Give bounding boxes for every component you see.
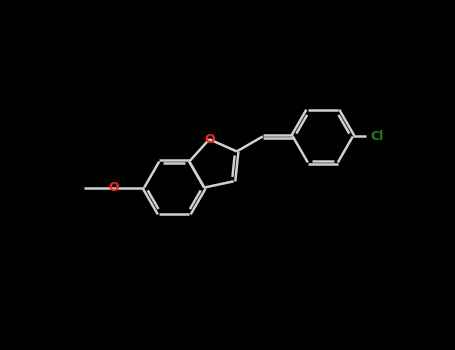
Text: Cl: Cl xyxy=(371,130,384,143)
Text: O: O xyxy=(204,133,215,146)
Text: O: O xyxy=(109,181,120,194)
